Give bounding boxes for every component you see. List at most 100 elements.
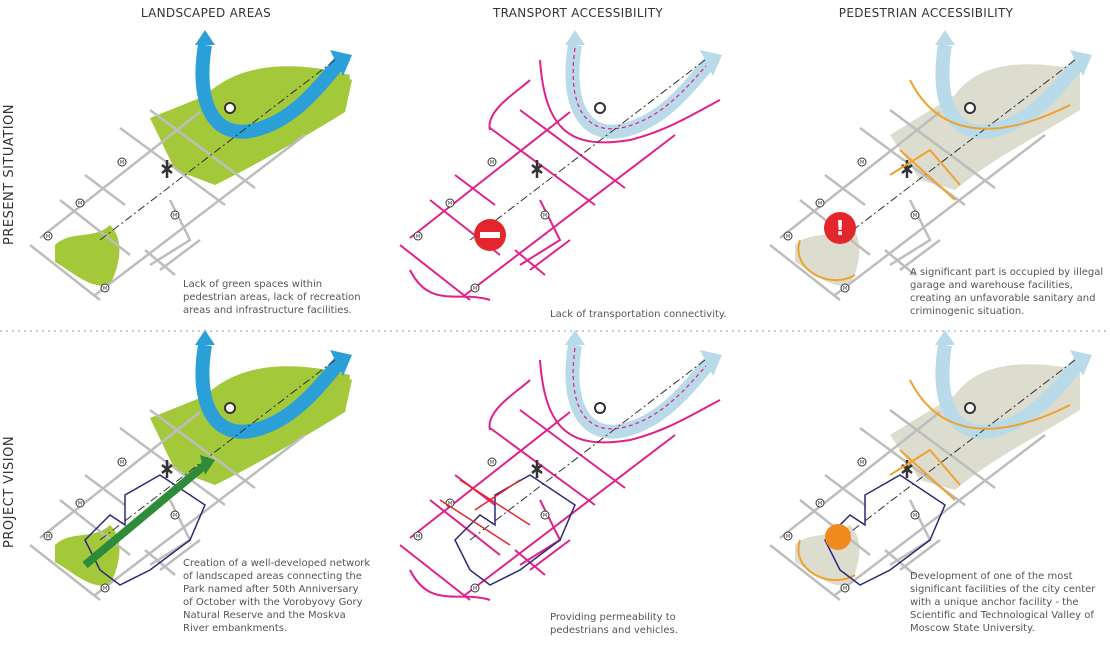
street	[59, 499, 131, 556]
street	[824, 474, 866, 506]
metro-icon	[100, 583, 110, 593]
street	[779, 411, 941, 539]
pedestrian-route	[899, 449, 956, 501]
street	[84, 474, 126, 506]
street	[824, 174, 866, 206]
column-title-pedestrian: PEDESTRIAN ACCESSIBILITY	[838, 6, 1014, 20]
metro-icon	[840, 583, 850, 593]
metro-label: M	[120, 460, 124, 466]
river-arrow-icon	[330, 50, 352, 76]
street	[409, 111, 571, 239]
river	[935, 43, 1086, 139]
metro-icon	[117, 157, 127, 167]
road	[539, 359, 721, 444]
metro-icon	[75, 498, 85, 508]
metro-icon	[815, 498, 825, 508]
project-boundary	[84, 474, 206, 586]
metro-icon	[413, 231, 423, 241]
metro-label: M	[913, 513, 917, 519]
street	[409, 411, 571, 539]
metro-label: M	[913, 213, 917, 219]
street	[529, 539, 571, 571]
road	[488, 379, 531, 431]
metro-icon	[840, 283, 850, 293]
street	[519, 409, 626, 489]
green-corridor-arrow-head	[200, 455, 215, 475]
metro-icon	[117, 457, 127, 467]
street	[399, 544, 471, 601]
metro-label: M	[78, 501, 82, 507]
street	[464, 134, 676, 296]
metro-label: M	[786, 234, 790, 240]
green-arrow-icon	[330, 72, 352, 112]
street	[884, 249, 916, 276]
street	[149, 108, 256, 190]
park-area	[55, 525, 120, 586]
metro-label: M	[46, 534, 50, 540]
metro-label: M	[473, 586, 477, 592]
river-arrow-icon	[1070, 350, 1092, 376]
river-arrow-icon	[330, 350, 352, 376]
panel-transport-present: M M M M M	[399, 30, 722, 301]
street	[779, 111, 941, 239]
metro-label: M	[173, 213, 177, 219]
pedestrian-route	[889, 148, 961, 186]
metro-icon	[783, 231, 793, 241]
metro-icon	[445, 198, 455, 208]
permeability-arrow	[474, 479, 521, 511]
metro-icon	[487, 157, 497, 167]
metro-icon	[43, 231, 53, 241]
metro-label: M	[786, 534, 790, 540]
metro-icon	[413, 531, 423, 541]
river-arrow-icon	[935, 30, 955, 45]
warning-icon	[824, 212, 856, 244]
road	[409, 569, 491, 601]
street	[84, 174, 126, 206]
river-arrow-icon	[565, 30, 585, 45]
axis-line	[469, 59, 706, 241]
metro-label: M	[103, 586, 107, 592]
metro-label: M	[416, 534, 420, 540]
metro-icon	[540, 210, 550, 220]
pedestrian-route	[889, 448, 961, 486]
street	[119, 126, 226, 207]
metro-label: M	[448, 501, 452, 507]
street	[489, 127, 596, 206]
metro-label: M	[490, 460, 494, 466]
metro-label: M	[490, 160, 494, 166]
street	[159, 239, 201, 271]
street	[529, 239, 571, 271]
metro-label: M	[543, 513, 547, 519]
crossing-icon	[531, 160, 543, 178]
station-icon	[964, 402, 976, 414]
caption-vision-pedestrian: Development of one of the most significan…	[910, 571, 1096, 634]
station-icon	[224, 402, 236, 414]
street	[159, 539, 201, 571]
no-entry-bar	[480, 232, 500, 238]
street	[769, 244, 841, 301]
metro-icon	[487, 457, 497, 467]
road	[539, 59, 721, 144]
warning-glyph: !	[835, 216, 844, 240]
panel-pedestrian-present: M M M M M	[769, 30, 1092, 301]
metro-label: M	[78, 201, 82, 207]
river	[195, 343, 346, 439]
permeability-arrow	[459, 479, 531, 526]
pedestrian-route	[899, 149, 956, 201]
pedestrian-route	[797, 239, 856, 281]
metro-icon	[857, 457, 867, 467]
crossing-icon	[531, 460, 543, 478]
green-arrow-icon	[330, 372, 352, 412]
park-area	[55, 225, 120, 286]
caption-vision-landscaped: Creation of a well-developed network of l…	[183, 558, 371, 634]
street	[834, 134, 1046, 296]
street	[899, 239, 941, 271]
street	[29, 244, 101, 301]
street	[429, 499, 501, 556]
crossing-icon	[161, 160, 173, 178]
street	[149, 408, 256, 490]
waterway	[572, 347, 707, 430]
metro-icon	[910, 210, 920, 220]
caption-present-landscaped: Lack of green spaces within pedestrian ar…	[183, 279, 361, 316]
